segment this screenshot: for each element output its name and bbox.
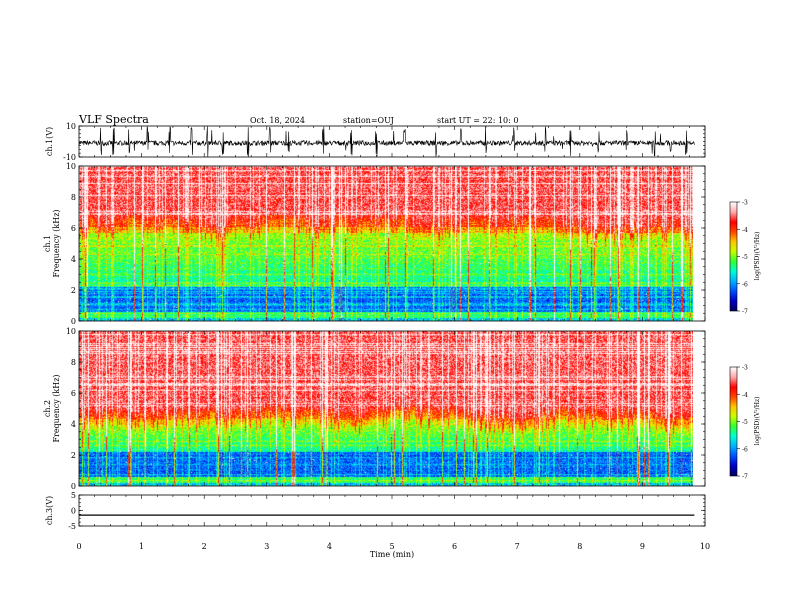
ch2-ylabel: ch.2Frequency (kHz) [43,374,61,442]
y-tick-label: 0 [71,317,76,326]
ch1-ylabel: ch.1(V) [45,127,54,156]
ch1-ylabel: ch.1Frequency (kHz) [43,209,61,277]
date-label: Oct. 18, 2024 [250,116,305,125]
x-tick-label-4: 4 [327,542,332,551]
ch2-spectrogram-image [79,331,693,486]
x-tick-label-0: 0 [76,542,81,551]
ch3-ylabel: ch.3(V) [45,496,54,525]
x-tick-label-9: 9 [640,542,645,551]
colorbar-label-2: log(PSD)(V²/Hz) [754,397,761,446]
y-tick-label: -10 [63,153,76,162]
x-tick-label-8: 8 [577,542,582,551]
panel-frame-3 [78,494,706,527]
colorbar-tick-label: -6 [742,281,748,288]
y-tick-label: 2 [71,451,76,460]
y-tick-label: 2 [71,286,76,295]
x-axis-label: Time (min) [370,550,414,559]
y-tick-label: 5 [71,491,76,500]
colorbar-tick-label: -4 [742,227,748,234]
y-tick-label: 10 [66,327,76,336]
x-tick-label-10: 10 [700,542,710,551]
y-tick-label: 8 [71,193,76,202]
y-tick-label: 10 [66,122,76,131]
colorbar-tick-label: -3 [742,365,748,372]
start-time-label: start UT = 22: 10: 0 [437,116,519,125]
x-tick-label-1: 1 [139,542,144,551]
ch1-colorbar-image [730,202,737,311]
colorbar-tick-label: -5 [742,254,748,261]
x-tick-label-3: 3 [264,542,269,551]
y-tick-label: 4 [71,420,76,429]
y-tick-label: 4 [71,255,76,264]
x-tick-label-6: 6 [452,542,457,551]
y-tick-label: 0 [71,507,76,516]
x-tick-label-5: 5 [389,542,394,551]
ch2-colorbar-image [730,367,737,476]
y-tick-label: 10 [66,162,76,171]
y-tick-label: -5 [68,522,76,531]
colorbar-tick-label: -5 [742,419,748,426]
y-tick-label: 0 [71,482,76,491]
colorbar-tick-label: -3 [742,200,748,207]
colorbar-tick-label: -4 [742,392,748,399]
x-tick-label-7: 7 [515,542,520,551]
colorbar-tick-label: -6 [742,446,748,453]
colorbar-tick-label: -7 [742,474,748,481]
ch1-waveform-line [78,126,695,157]
y-tick-label: 8 [71,358,76,367]
x-tick-label-2: 2 [202,542,207,551]
colorbar-tick-label: -7 [742,309,748,316]
figure-title: VLF Spectra [79,113,149,126]
y-tick-label: 6 [71,224,76,233]
colorbar-label-1: log(PSD)(V²/Hz) [754,232,761,281]
ch1-spectrogram-image [79,166,693,321]
station-label: station=OUJ [343,116,394,125]
y-tick-label: 6 [71,389,76,398]
